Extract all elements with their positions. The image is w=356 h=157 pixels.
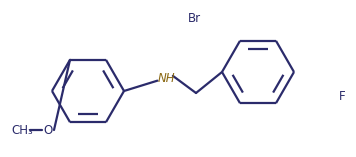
Text: O: O [43,124,53,136]
Text: NH: NH [157,71,175,84]
Text: Br: Br [188,11,200,24]
Text: CH₃: CH₃ [11,124,33,136]
Text: F: F [339,90,345,103]
